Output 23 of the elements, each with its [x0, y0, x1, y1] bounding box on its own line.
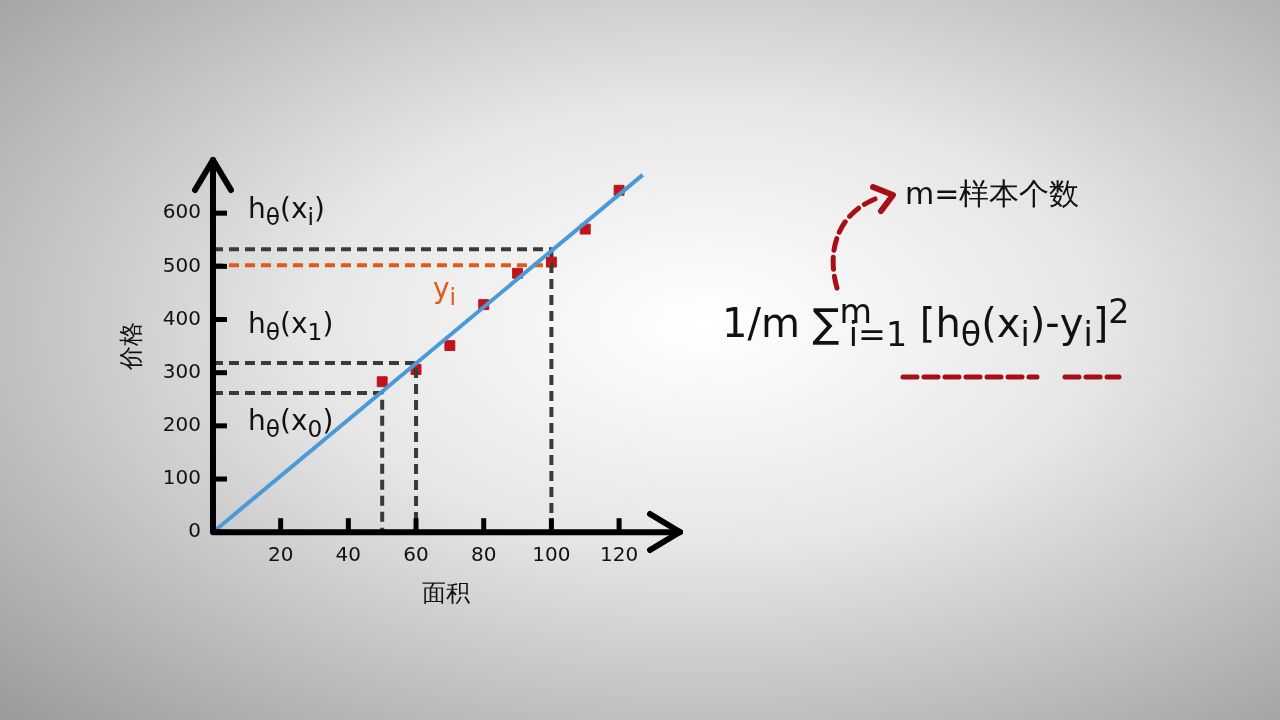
- annotation: h$_{θ}$(x$_{0}$): [248, 404, 334, 443]
- y-tick-label: 300: [162, 358, 201, 383]
- y-tick-label: 200: [162, 412, 201, 437]
- text: 1/m ∑$^{m}$$_{i=1}$ [h$_{θ}$(x$_{i}$)-y$_{i}$]$^{2}$: [722, 292, 1130, 355]
- annotation: h$_{θ}$(x$_{i}$): [248, 192, 325, 231]
- y-tick-label: 0: [188, 518, 201, 543]
- annotation: h$_{θ}$(x$_{1}$): [248, 307, 334, 346]
- x-tick-label: 80: [470, 542, 497, 567]
- x-tick-label: 20: [267, 542, 294, 567]
- text: m=样本个数: [905, 176, 1080, 212]
- y-tick-label: 400: [162, 305, 201, 330]
- y-axis-title: 价格: [116, 322, 145, 372]
- point: [444, 340, 456, 352]
- x-tick-label: 120: [599, 542, 639, 567]
- x-tick-label: 60: [403, 542, 429, 567]
- y-tick-label: 600: [162, 199, 201, 224]
- x-tick-label: 40: [335, 542, 362, 567]
- y-tick-label: 500: [162, 252, 201, 277]
- x-axis-title: 面积: [422, 578, 471, 607]
- annotation: y$_{i}$: [433, 272, 457, 311]
- y-tick-label: 100: [162, 465, 201, 490]
- x-tick-label: 100: [532, 542, 571, 567]
- point: [376, 376, 388, 388]
